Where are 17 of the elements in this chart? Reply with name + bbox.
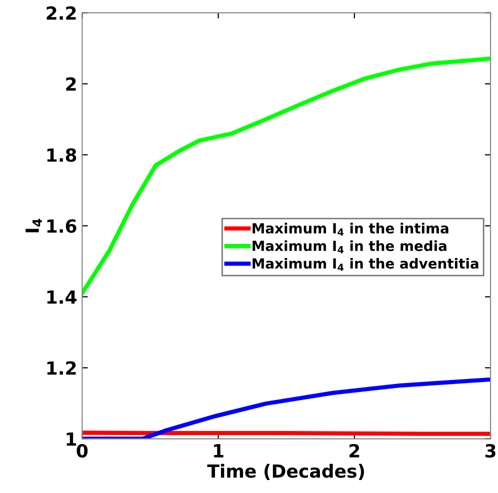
y-axis-title: I$_{4}$ <box>26 218 42 232</box>
x-tick-label: 0 <box>76 444 88 458</box>
y-tick-label: 1.8 <box>47 148 76 162</box>
y-tick-label: 2.2 <box>46 6 76 20</box>
legend-label: Maximum I$_{4}$ in the adventitia <box>252 258 478 271</box>
y-tick-label: 1.6 <box>47 219 76 233</box>
legend-label: Maximum I$_{4}$ in the media <box>252 240 446 254</box>
y-tick-label: 2 <box>66 77 76 91</box>
y-tick-label: 1.4 <box>47 290 76 304</box>
x-axis-title: Time (Decades) <box>207 464 364 480</box>
x-tick-label: 3 <box>485 444 496 458</box>
y-tick-label: 1 <box>66 432 76 446</box>
line-series <box>82 56 491 296</box>
legend-label: Maximum I$_{4}$ in the intima <box>252 222 448 236</box>
y-tick-label: 1.2 <box>47 361 76 375</box>
x-tick-label: 2 <box>350 444 360 458</box>
x-tick-label: 1 <box>214 444 224 458</box>
